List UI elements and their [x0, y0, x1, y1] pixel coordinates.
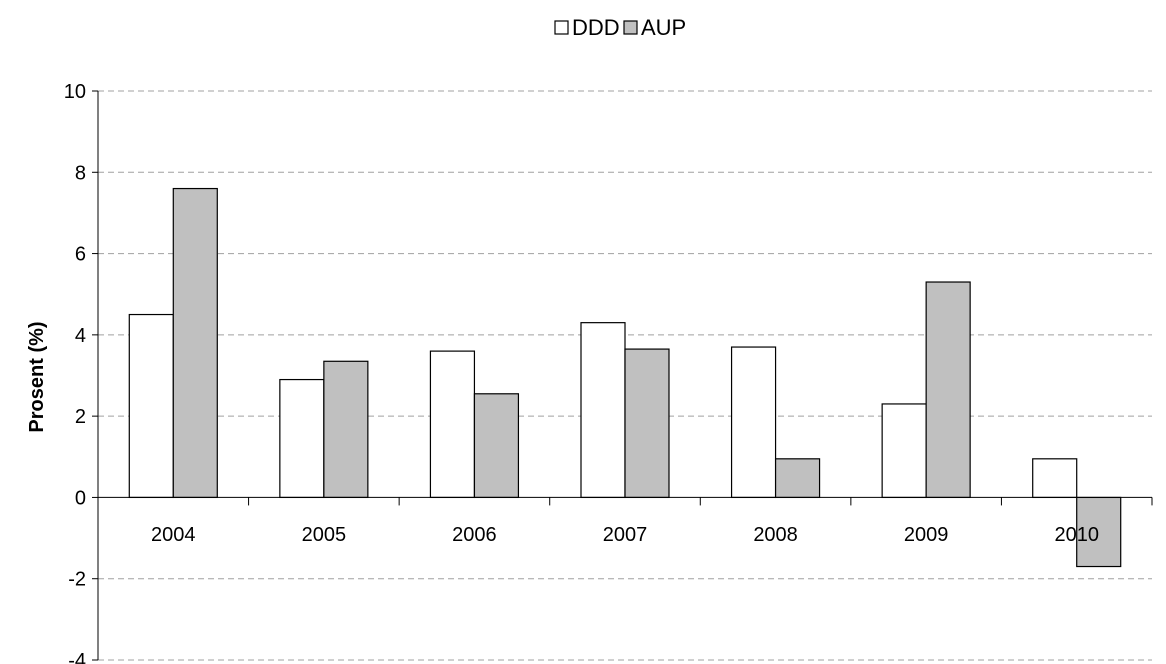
bar-ddd-2008	[730, 346, 777, 499]
legend-label-aup: AUP	[641, 15, 686, 40]
x-tick-label: 2009	[904, 524, 949, 546]
y-tick-label: 0	[75, 487, 86, 509]
bar-ddd-2005	[279, 378, 325, 499]
bar-aup-2004	[172, 187, 218, 499]
x-tick-label: 2006	[452, 524, 497, 546]
x-tick-label: 2008	[753, 524, 798, 546]
bars	[128, 187, 1122, 568]
x-tick-label: 2005	[302, 524, 347, 546]
bar-aup-2005	[323, 360, 369, 499]
bar-aup-2008	[774, 458, 821, 499]
y-tick-label: 2	[75, 406, 86, 428]
legend-swatch-ddd	[554, 20, 569, 35]
legend: DDD AUP	[554, 15, 686, 40]
y-tick-label: 6	[75, 244, 86, 266]
y-axis-ticks: 10 8 6 4 2 0 -2 -4	[64, 81, 98, 664]
x-axis-ticks: 2004 2005 2006 2007 2008 2009 2010	[97, 497, 1153, 546]
bar-aup-2010	[1076, 496, 1122, 568]
bar-aup-2007	[624, 348, 670, 499]
bar-ddd-2007	[580, 322, 626, 499]
bar-aup-2009	[925, 281, 971, 499]
x-tick-label: 2007	[603, 524, 648, 546]
y-tick-label: -2	[68, 569, 86, 591]
bar-ddd-2010	[1032, 458, 1078, 499]
x-tick-label: 2010	[1054, 524, 1099, 546]
bar-ddd-2006	[429, 350, 476, 499]
legend-label-ddd: DDD	[572, 15, 620, 40]
x-tick-label: 2004	[151, 524, 196, 546]
y-tick-label: 10	[64, 81, 86, 103]
bar-aup-2006	[473, 393, 520, 499]
y-tick-label: 8	[75, 162, 86, 184]
y-tick-label: 4	[75, 325, 86, 347]
y-tick-label: -4	[68, 650, 86, 664]
gridlines	[98, 90, 1152, 661]
bar-ddd-2004	[128, 313, 174, 499]
legend-swatch-aup	[623, 20, 638, 35]
bar-ddd-2009	[881, 403, 927, 499]
y-axis-label: Prosent (%)	[26, 321, 48, 432]
